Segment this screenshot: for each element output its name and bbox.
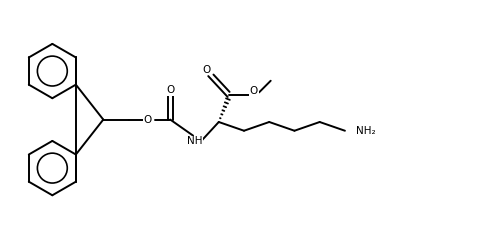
Text: O: O — [249, 86, 258, 96]
Text: O: O — [166, 85, 174, 95]
Text: NH: NH — [187, 136, 202, 146]
Text: O: O — [144, 115, 152, 125]
Text: NH₂: NH₂ — [356, 126, 375, 136]
Text: O: O — [202, 65, 210, 75]
